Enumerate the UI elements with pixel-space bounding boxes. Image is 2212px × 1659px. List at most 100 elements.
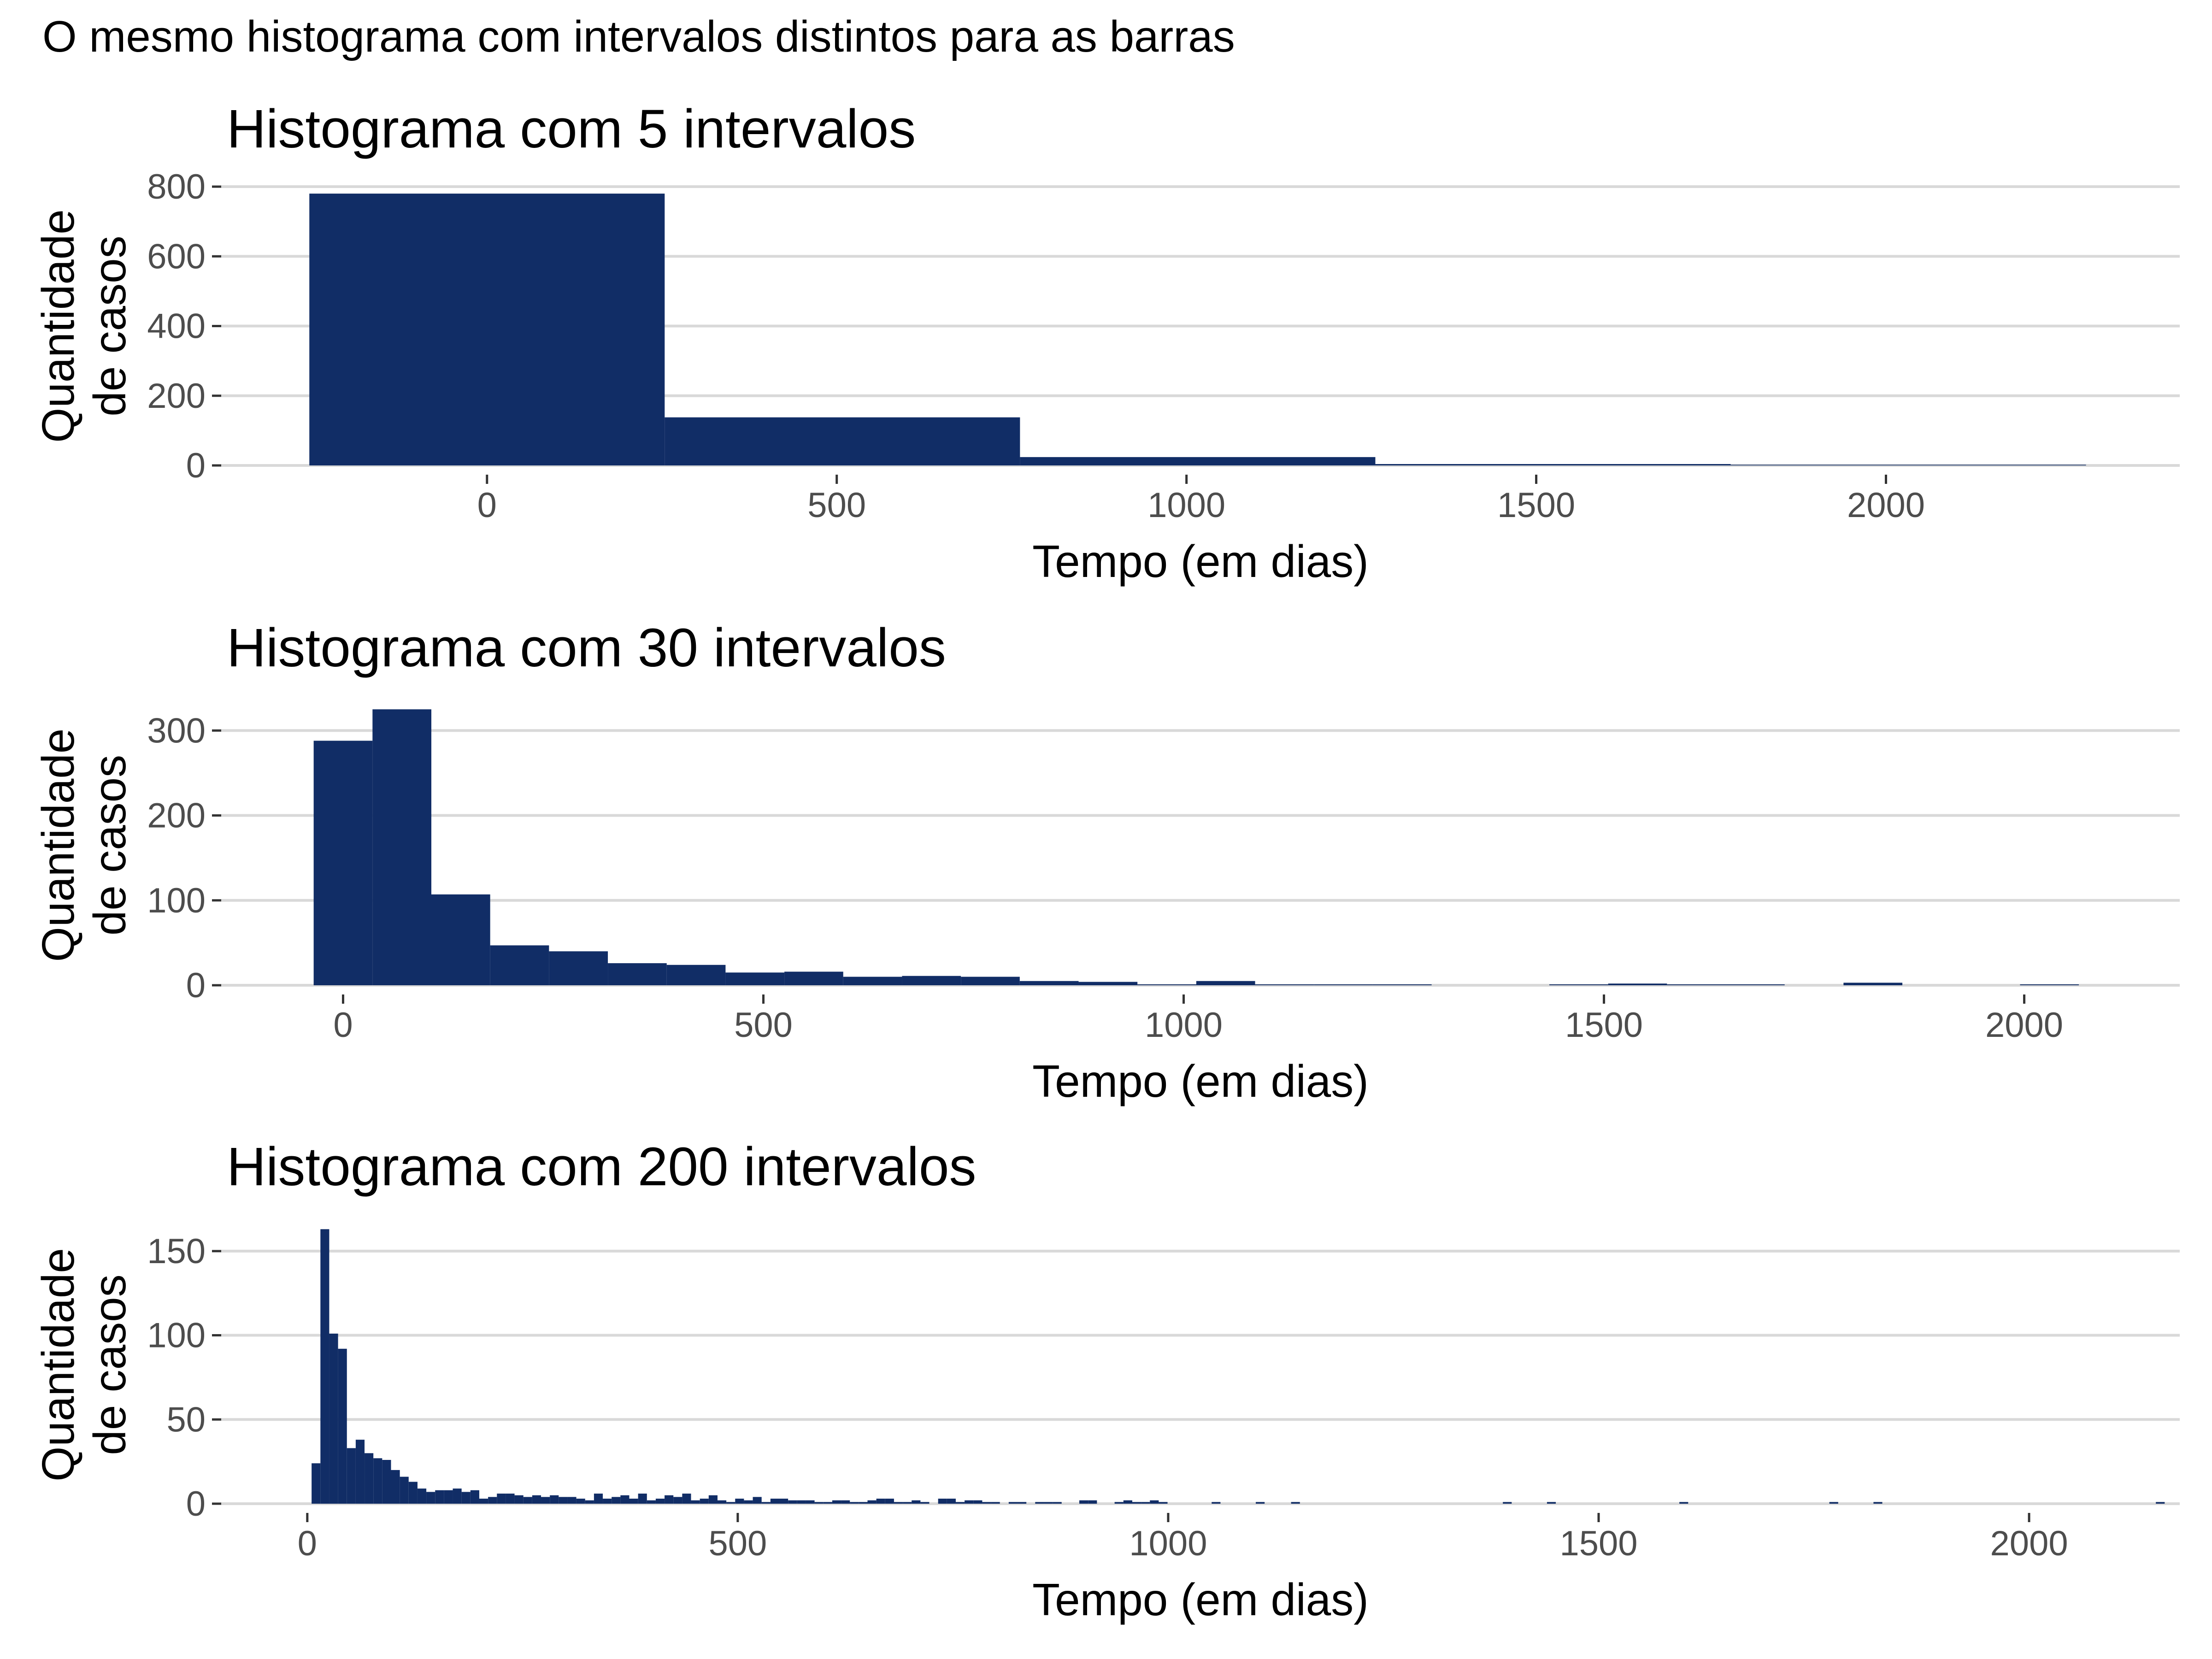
histogram-bar bbox=[1123, 1500, 1132, 1504]
histogram-bar bbox=[725, 972, 785, 985]
x-tick-label: 1500 bbox=[1565, 1006, 1643, 1045]
x-axis-title: Tempo (em dias) bbox=[1032, 1574, 1369, 1625]
histogram-bar bbox=[1078, 982, 1138, 985]
histogram-bar bbox=[1873, 1502, 1883, 1504]
histogram-bar bbox=[735, 1499, 744, 1504]
histogram-bar bbox=[973, 1500, 982, 1504]
x-tick-label: 500 bbox=[734, 1006, 793, 1045]
histogram-bar bbox=[365, 1453, 374, 1504]
histogram-bar bbox=[1132, 1502, 1141, 1504]
histogram-bar bbox=[2020, 984, 2079, 985]
histogram-bar bbox=[408, 1482, 418, 1504]
histogram-bar bbox=[391, 1470, 400, 1504]
histogram-bar bbox=[400, 1477, 409, 1504]
histogram-bar bbox=[532, 1495, 541, 1504]
histogram-bar bbox=[1019, 981, 1079, 985]
histogram-bar bbox=[1829, 1502, 1838, 1504]
y-tick-label: 200 bbox=[147, 377, 206, 416]
histogram-bar bbox=[1726, 984, 1785, 985]
histogram-bar bbox=[691, 1500, 700, 1504]
histogram-bar bbox=[902, 976, 961, 985]
histogram-bar bbox=[594, 1494, 603, 1504]
histogram-bar bbox=[1159, 1502, 1168, 1504]
histogram-bar bbox=[1196, 981, 1255, 985]
histogram-bar bbox=[313, 741, 373, 985]
histogram-bar bbox=[549, 951, 608, 985]
histogram-bar bbox=[666, 965, 726, 985]
histogram-bar bbox=[488, 1497, 497, 1504]
y-tick-label: 400 bbox=[147, 307, 206, 346]
panel-title: Histograma com 200 intervalos bbox=[227, 1136, 976, 1197]
x-axis-ticks: 0 500 1000 1500 2000 bbox=[333, 994, 2063, 1045]
y-tick-label: 300 bbox=[147, 711, 206, 750]
histogram-bar bbox=[920, 1502, 930, 1504]
histogram-bar bbox=[843, 977, 902, 985]
y-tick-label: 800 bbox=[147, 167, 206, 206]
histogram-bar bbox=[1044, 1502, 1053, 1504]
histogram-bar bbox=[320, 1229, 329, 1504]
histogram-bar bbox=[1088, 1500, 1097, 1504]
histogram-bar bbox=[426, 1492, 435, 1504]
histogram-bar bbox=[784, 971, 843, 985]
histogram-bar bbox=[1667, 984, 1726, 985]
histogram-bar bbox=[1114, 1502, 1124, 1504]
histogram-bar bbox=[955, 1502, 965, 1504]
histogram-bar bbox=[673, 1497, 682, 1504]
histogram-bar bbox=[309, 194, 665, 465]
histogram-bar bbox=[1141, 1502, 1150, 1504]
panel-30-bins: Histograma com 30 intervalos 0100200300 … bbox=[33, 618, 2180, 1106]
histogram-bar bbox=[1137, 984, 1196, 985]
histogram-bar bbox=[717, 1500, 727, 1504]
x-axis-title: Tempo (em dias) bbox=[1032, 1056, 1369, 1106]
y-axis-title-line-2: de casos bbox=[84, 235, 135, 416]
panel-5-bins: Histograma com 5 intervalos 0 200 400 600 80… bbox=[33, 99, 2180, 587]
histogram-bar bbox=[355, 1440, 365, 1504]
x-tick-label: 1000 bbox=[1129, 1524, 1207, 1563]
histogram-bar bbox=[665, 417, 1020, 465]
histogram-bar bbox=[1843, 982, 1903, 985]
y-tick-label: 100 bbox=[147, 1316, 206, 1355]
histogram-bar bbox=[655, 1499, 665, 1504]
histogram-bar bbox=[329, 1333, 338, 1504]
histogram-bar bbox=[612, 1497, 621, 1504]
histogram-bar bbox=[647, 1500, 656, 1504]
y-axis-title-line-1: Quantidade bbox=[33, 729, 83, 962]
histogram-bar bbox=[629, 1499, 638, 1504]
histogram-bar bbox=[603, 1499, 612, 1504]
histogram-bar bbox=[903, 1502, 912, 1504]
histogram-bar bbox=[708, 1495, 718, 1504]
histogram-bar bbox=[638, 1494, 647, 1504]
histogram-bar bbox=[982, 1502, 991, 1504]
histogram-bar bbox=[867, 1500, 877, 1504]
histogram-bar bbox=[585, 1500, 594, 1504]
histogram-bar bbox=[1503, 1502, 1512, 1504]
histogram-bar bbox=[506, 1494, 515, 1504]
x-tick-label: 1000 bbox=[1147, 486, 1225, 525]
histogram-bar bbox=[761, 1502, 771, 1504]
y-axis-ticks: 0 200 400 600 800 bbox=[147, 167, 221, 485]
histogram-bar bbox=[1212, 1502, 1221, 1504]
x-tick-label: 0 bbox=[298, 1524, 317, 1563]
histogram-bar bbox=[850, 1502, 859, 1504]
histogram-bar bbox=[620, 1495, 629, 1504]
histogram-bar bbox=[859, 1502, 868, 1504]
histogram-bar bbox=[1020, 457, 1376, 465]
histogram-bar bbox=[1375, 464, 1731, 465]
histogram-bar bbox=[797, 1500, 806, 1504]
x-tick-label: 2000 bbox=[1847, 486, 1925, 525]
histogram-bar bbox=[1053, 1502, 1062, 1504]
x-tick-label: 0 bbox=[333, 1006, 353, 1045]
histogram-bar bbox=[1608, 983, 1667, 985]
y-tick-label: 0 bbox=[186, 966, 206, 1005]
x-axis-ticks: 0 500 1000 1500 2000 bbox=[477, 475, 1925, 525]
histogram-bar bbox=[1679, 1502, 1688, 1504]
histogram-bar bbox=[417, 1488, 427, 1504]
histogram-bar bbox=[1547, 1502, 1556, 1504]
histogram-bar bbox=[372, 709, 432, 985]
histogram-bar bbox=[876, 1499, 885, 1504]
histogram-bar bbox=[373, 1458, 382, 1504]
y-axis-title-line-1: Quantidade bbox=[33, 209, 83, 443]
histogram-bar bbox=[665, 1495, 674, 1504]
x-tick-label: 1500 bbox=[1497, 486, 1575, 525]
y-tick-label: 50 bbox=[166, 1400, 206, 1439]
